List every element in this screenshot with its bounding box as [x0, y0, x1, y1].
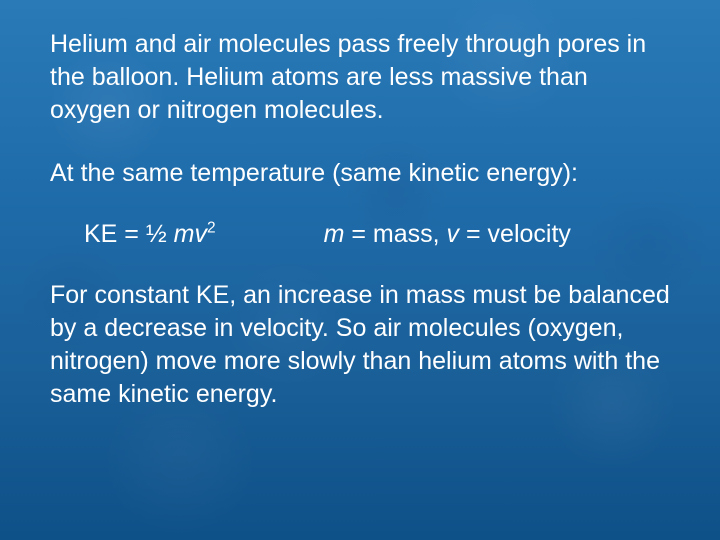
ke-formula-exponent: 2	[207, 220, 216, 237]
paragraph-2: At the same temperature (same kinetic en…	[50, 157, 670, 190]
paragraph-3-text: For constant KE, an increase in mass mus…	[50, 279, 670, 411]
def-m-rest: = mass,	[344, 220, 446, 248]
ke-definitions: m = mass, v = velocity	[216, 220, 571, 249]
paragraph-1-text: Helium and air molecules pass freely thr…	[50, 28, 670, 127]
ke-formula: KE = ½ mv2	[50, 220, 216, 249]
def-v-var: v	[447, 220, 460, 248]
paragraph-3: For constant KE, an increase in mass mus…	[50, 279, 670, 411]
def-v-rest: = velocity	[459, 220, 571, 248]
slide: Helium and air molecules pass freely thr…	[0, 0, 720, 540]
paragraph-2-text: At the same temperature (same kinetic en…	[50, 157, 670, 190]
ke-formula-v: v	[194, 220, 207, 248]
paragraph-1: Helium and air molecules pass freely thr…	[50, 28, 670, 127]
def-m-var: m	[324, 220, 345, 248]
ke-formula-prefix: KE = ½	[84, 220, 174, 248]
formula-row: KE = ½ mv2 m = mass, v = velocity	[50, 220, 670, 249]
ke-formula-m: m	[174, 220, 195, 248]
